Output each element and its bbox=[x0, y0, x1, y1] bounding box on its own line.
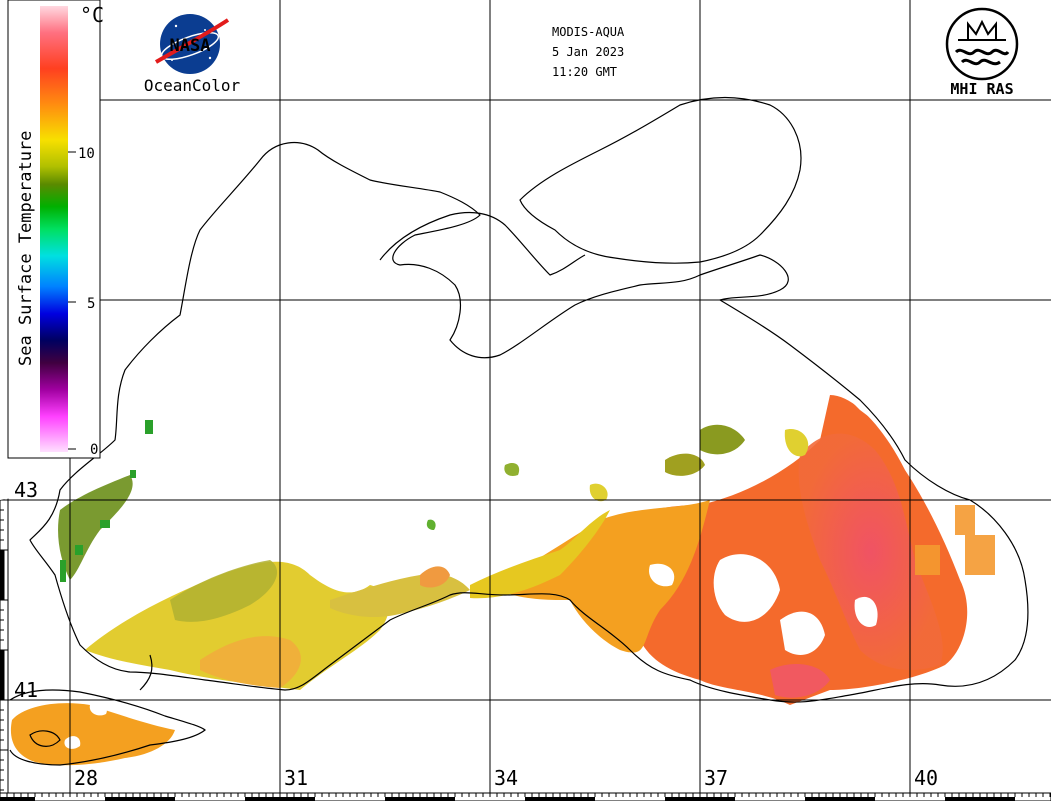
cloud-gaps bbox=[64, 536, 878, 749]
legend-tick-5: 5 bbox=[87, 296, 95, 312]
legend-unit: °C bbox=[80, 3, 104, 27]
legend-tick-0: 0 bbox=[90, 442, 98, 458]
image-header: MODIS-AQUA 5 Jan 2023 11:20 GMT bbox=[552, 25, 625, 79]
longitude-label-40: 40 bbox=[914, 766, 938, 790]
sst-west-south-area bbox=[85, 561, 389, 690]
longitude-label-37: 37 bbox=[704, 766, 728, 790]
sst-west-orange bbox=[200, 636, 301, 688]
longitude-label-28: 28 bbox=[74, 766, 98, 790]
sst-water-pixels bbox=[10, 395, 995, 766]
oceancolor-caption: OceanColor bbox=[144, 76, 241, 95]
sst-central-yellow bbox=[470, 510, 610, 599]
sst-dotted-east bbox=[915, 505, 995, 575]
color-bar bbox=[40, 6, 68, 452]
sst-west-olive bbox=[170, 560, 278, 622]
sensor-label: MODIS-AQUA bbox=[552, 25, 625, 39]
coastline bbox=[9, 96, 1029, 766]
nasa-logo: NASA OceanColor bbox=[144, 14, 241, 95]
color-legend: Sea Surface Temperature °C 10 5 0 bbox=[7, 0, 104, 459]
sst-east-hot-patch bbox=[770, 664, 830, 698]
sst-east-hot-core bbox=[798, 433, 943, 670]
longitude-label-34: 34 bbox=[494, 766, 518, 790]
lat-lon-grid bbox=[8, 0, 1051, 793]
time-label: 11:20 GMT bbox=[552, 65, 617, 79]
longitude-label-31: 31 bbox=[284, 766, 308, 790]
sst-central-area bbox=[500, 500, 710, 653]
color-bar-ticks bbox=[68, 151, 76, 450]
mhi-ras-wave-emblem-icon bbox=[945, 7, 1019, 81]
latitude-label-43: 43 bbox=[14, 478, 38, 502]
bottom-scale-border bbox=[0, 792, 1051, 801]
sst-northwest-green-fleck bbox=[60, 420, 153, 582]
legend-tick-10: 10 bbox=[78, 146, 95, 162]
mhi-ras-caption: MHI RAS bbox=[950, 80, 1013, 98]
mhi-ras-logo: MHI RAS bbox=[945, 7, 1019, 98]
sst-north-patch bbox=[700, 424, 745, 455]
latitude-label-41: 41 bbox=[14, 678, 38, 702]
date-label: 5 Jan 2023 bbox=[552, 45, 624, 59]
land-north bbox=[0, 0, 1051, 500]
nasa-wordmark: NASA bbox=[170, 36, 211, 56]
legend-title: Sea Surface Temperature bbox=[16, 131, 36, 366]
